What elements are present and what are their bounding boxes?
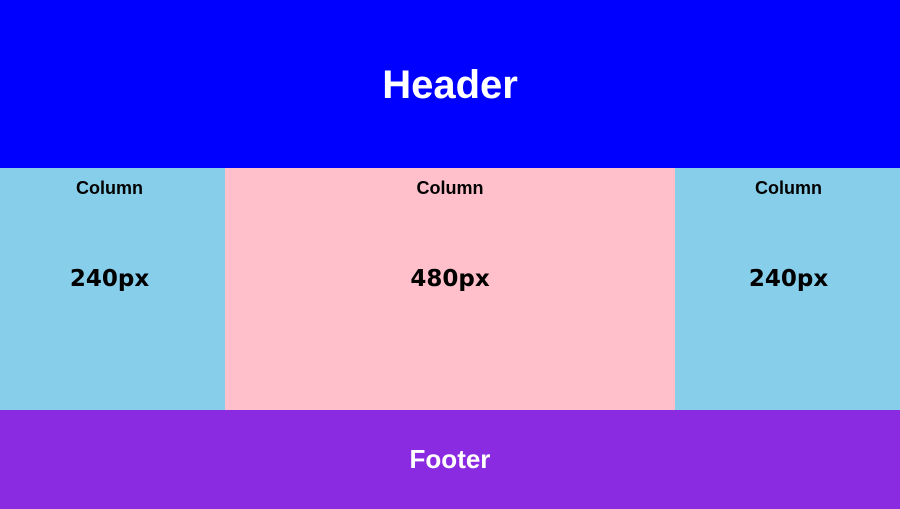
columns-row: Column 240px Column 480px Column 240px bbox=[0, 168, 900, 410]
left-column-size: 240px bbox=[69, 266, 150, 292]
middle-column-label: Column bbox=[416, 178, 484, 198]
left-column: Column 240px bbox=[0, 168, 225, 410]
header-section: Header bbox=[0, 0, 900, 168]
footer-title: Footer bbox=[409, 443, 491, 474]
right-column: Column 240px bbox=[675, 168, 900, 410]
middle-column-size: 480px bbox=[410, 266, 490, 292]
middle-column: Column 480px bbox=[225, 168, 675, 410]
footer-section: Footer bbox=[0, 410, 900, 509]
header-title: Header bbox=[382, 63, 518, 107]
left-column-label: Column bbox=[76, 178, 143, 198]
right-column-size: 240px bbox=[748, 266, 829, 292]
right-column-label: Column bbox=[755, 178, 822, 198]
